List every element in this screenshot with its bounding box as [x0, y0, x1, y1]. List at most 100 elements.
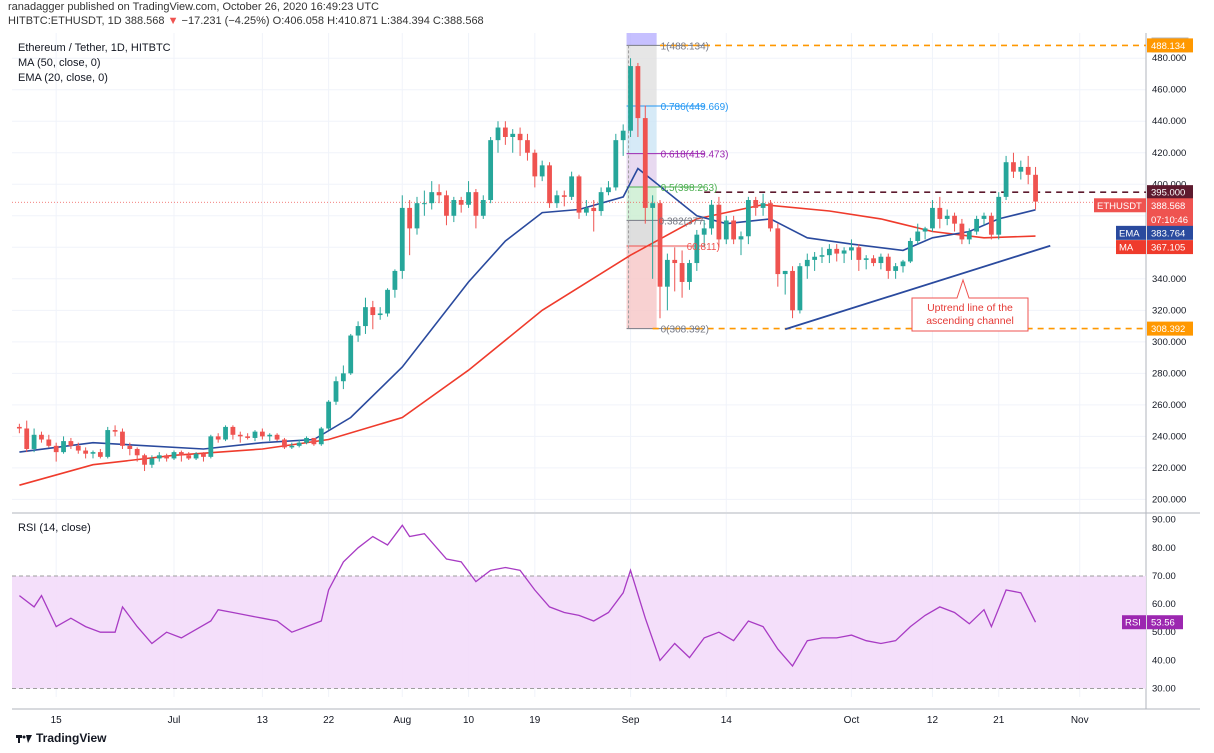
- last-price-tag-bg: [1147, 198, 1193, 227]
- candle-body: [39, 434, 44, 440]
- candle-body: [61, 441, 66, 453]
- price-pane-bg: [12, 33, 1146, 512]
- candle-body: [223, 426, 228, 440]
- symbol-ohlc-line: HITBTC:ETHUSDT, 1D 388.568 ▼ −17.231 (−4…: [8, 14, 1208, 28]
- ma-value-tag: 367.105: [1151, 243, 1185, 254]
- candle-body: [966, 231, 972, 240]
- candle-body: [657, 203, 663, 287]
- candle-body: [326, 401, 332, 429]
- candle-body: [539, 165, 545, 177]
- candle-body: [193, 453, 199, 459]
- candle-body: [974, 218, 980, 232]
- date-tick-label: 14: [721, 715, 733, 726]
- date-tick-label: 22: [323, 715, 335, 726]
- candle-body: [134, 448, 140, 456]
- candle-body: [348, 335, 354, 374]
- candle-body: [97, 452, 103, 457]
- candle-body: [944, 215, 950, 219]
- candle-body: [635, 66, 641, 119]
- candle-body: [731, 220, 737, 240]
- annotation-text-line1: Uptrend line of the: [927, 302, 1013, 314]
- candle-body: [988, 215, 994, 235]
- candle-body: [583, 207, 589, 213]
- candle-body: [797, 266, 803, 311]
- candle-body: [296, 442, 302, 446]
- price-tick-label: 440.000: [1152, 116, 1186, 127]
- candle-body: [981, 215, 987, 219]
- fib-level-label: 0.786(449.669): [661, 102, 729, 113]
- candle-body: [149, 458, 155, 465]
- candle-body: [642, 118, 648, 208]
- price-tick-label: 260.000: [1152, 400, 1186, 411]
- candle-body: [267, 434, 273, 437]
- date-tick-label: Sep: [622, 715, 640, 726]
- candle-body: [525, 140, 530, 153]
- ma-50-line: [19, 203, 1036, 486]
- candle-body: [687, 263, 692, 282]
- price-chart[interactable]: 200.000 220.000 240.000 260.000 280.000 300.0…: [0, 0, 1214, 731]
- candle-body: [282, 439, 287, 448]
- candle-body: [915, 231, 921, 241]
- rsi-legend: RSI (14, close): [18, 522, 91, 534]
- candle-body: [709, 204, 714, 229]
- rsi-tick-label: 40.00: [1152, 655, 1176, 666]
- ema-value-tag: 383.764: [1151, 228, 1185, 239]
- rsi-tick-label: 90.00: [1152, 515, 1176, 526]
- candle-body: [237, 434, 243, 437]
- candle-body: [547, 165, 552, 204]
- ma-name-tag: MA: [1119, 243, 1134, 254]
- last-price-tag: 388.568: [1151, 201, 1185, 212]
- candle-body: [863, 258, 869, 260]
- candle-body: [561, 195, 567, 197]
- candle-body: [436, 192, 442, 196]
- rsi-tick-label: 50.00: [1152, 627, 1176, 638]
- price-tick-label: 420.000: [1152, 148, 1186, 159]
- candle-body: [893, 266, 899, 271]
- candle-body: [1025, 166, 1031, 175]
- candle-body: [488, 140, 494, 201]
- candle-body: [606, 187, 611, 193]
- candle-body: [112, 430, 118, 432]
- candle-body: [458, 200, 464, 205]
- price-tick-label: 200.000: [1152, 494, 1186, 505]
- candle-body: [723, 220, 729, 240]
- candle-body: [510, 133, 516, 137]
- ema-name-tag-bg: [1116, 225, 1146, 240]
- candle-body: [834, 248, 840, 254]
- candle-body: [399, 207, 405, 271]
- date-tick-label: Nov: [1071, 715, 1089, 726]
- candle-body: [444, 195, 449, 216]
- date-tick-label: 21: [993, 715, 1005, 726]
- price-tick-label: 300.000: [1152, 337, 1186, 348]
- candle-body: [201, 453, 206, 457]
- rsi-value-tag-bg: [1147, 615, 1183, 630]
- resistance-level-tag-bg: [1147, 185, 1193, 200]
- rsi-tick-label: 80.00: [1152, 543, 1176, 554]
- date-tick-label: 19: [529, 715, 541, 726]
- candle-body: [46, 439, 52, 446]
- fib-top-band: [626, 33, 657, 46]
- candle-body: [178, 452, 184, 456]
- candle-body: [804, 259, 810, 267]
- candle-body: [679, 263, 685, 282]
- fib-level-label: 60.811): [687, 242, 720, 253]
- candle-body: [252, 431, 258, 438]
- candle-body: [311, 437, 317, 445]
- candle-body: [1003, 162, 1009, 197]
- candle-body: [502, 127, 508, 137]
- candle-body: [517, 133, 523, 141]
- date-tick-label: 10: [463, 715, 475, 726]
- price-tick-label: 280.000: [1152, 368, 1186, 379]
- candle-body: [959, 223, 965, 240]
- candle-body: [664, 259, 670, 287]
- price-tick-label: 400.000: [1152, 179, 1186, 190]
- candle-body: [745, 200, 751, 237]
- candle-body: [230, 426, 236, 435]
- candle-body: [83, 450, 89, 454]
- chart-legend-title: Ethereum / Tether, 1D, HITBTC: [18, 42, 171, 54]
- last-price-header: 388.568: [124, 15, 165, 27]
- rsi-name-tag-bg: [1122, 615, 1146, 630]
- candle-body: [738, 236, 744, 240]
- candle-body: [532, 152, 538, 177]
- candle-body: [930, 207, 935, 229]
